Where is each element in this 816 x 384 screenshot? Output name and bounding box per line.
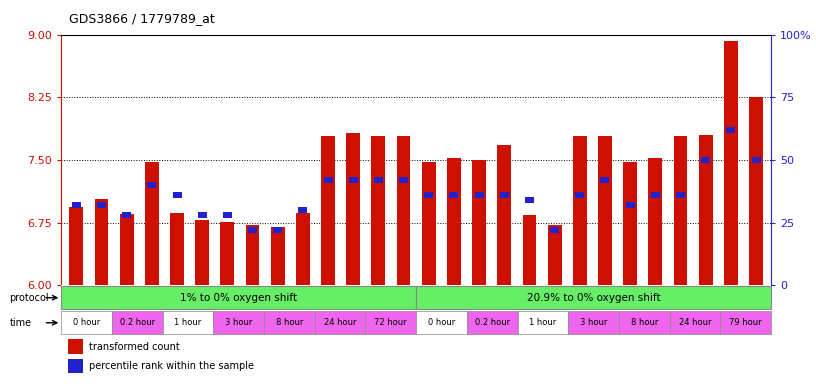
- Bar: [724, 41, 738, 285]
- Bar: [371, 136, 385, 285]
- Bar: [296, 212, 310, 285]
- Bar: [213, 311, 264, 334]
- Bar: [450, 192, 459, 198]
- Text: 0 hour: 0 hour: [428, 318, 455, 327]
- Bar: [701, 157, 710, 163]
- Bar: [97, 202, 106, 208]
- Bar: [525, 197, 534, 203]
- Bar: [61, 311, 112, 334]
- Text: 1% to 0% oxygen shift: 1% to 0% oxygen shift: [180, 293, 297, 303]
- Bar: [673, 136, 687, 285]
- Bar: [397, 136, 410, 285]
- Bar: [170, 212, 184, 285]
- Text: transformed count: transformed count: [89, 342, 180, 352]
- Text: percentile rank within the sample: percentile rank within the sample: [89, 361, 254, 371]
- Bar: [424, 192, 433, 198]
- Bar: [248, 227, 257, 233]
- Bar: [721, 311, 771, 334]
- Bar: [550, 227, 559, 233]
- Text: time: time: [9, 318, 32, 328]
- Bar: [726, 127, 735, 133]
- Text: 79 hour: 79 hour: [730, 318, 762, 327]
- Bar: [698, 135, 712, 285]
- Bar: [148, 182, 157, 188]
- Bar: [499, 192, 508, 198]
- Text: GDS3866 / 1779789_at: GDS3866 / 1779789_at: [69, 12, 215, 25]
- Bar: [346, 133, 360, 285]
- Bar: [472, 160, 486, 285]
- Bar: [220, 222, 234, 285]
- Bar: [467, 311, 517, 334]
- Bar: [374, 177, 383, 183]
- Bar: [112, 311, 162, 334]
- Bar: [120, 214, 134, 285]
- Bar: [324, 177, 333, 183]
- Bar: [273, 227, 282, 233]
- Bar: [676, 192, 685, 198]
- Bar: [568, 311, 619, 334]
- Bar: [399, 177, 408, 183]
- Bar: [315, 311, 366, 334]
- Text: 0.2 hour: 0.2 hour: [120, 318, 155, 327]
- Text: 20.9% to 0% oxygen shift: 20.9% to 0% oxygen shift: [527, 293, 660, 303]
- Bar: [223, 212, 232, 218]
- Bar: [95, 199, 109, 285]
- Bar: [69, 339, 83, 354]
- Bar: [416, 286, 771, 309]
- Bar: [348, 177, 357, 183]
- Bar: [651, 192, 660, 198]
- Bar: [497, 145, 511, 285]
- Bar: [72, 202, 81, 208]
- Bar: [172, 192, 181, 198]
- Bar: [598, 136, 612, 285]
- Bar: [416, 311, 467, 334]
- Bar: [548, 225, 561, 285]
- Bar: [69, 207, 83, 285]
- Bar: [195, 220, 209, 285]
- Bar: [626, 202, 635, 208]
- Bar: [322, 136, 335, 285]
- Bar: [366, 311, 416, 334]
- Bar: [61, 286, 416, 309]
- Bar: [264, 311, 315, 334]
- Bar: [299, 207, 308, 213]
- Bar: [619, 311, 670, 334]
- Text: 3 hour: 3 hour: [580, 318, 607, 327]
- Bar: [422, 162, 436, 285]
- Text: 8 hour: 8 hour: [631, 318, 658, 327]
- Bar: [122, 212, 131, 218]
- Text: 0.2 hour: 0.2 hour: [475, 318, 510, 327]
- Text: 1 hour: 1 hour: [530, 318, 557, 327]
- Text: protocol: protocol: [9, 293, 49, 303]
- Text: 24 hour: 24 hour: [679, 318, 712, 327]
- Bar: [475, 192, 484, 198]
- Bar: [197, 212, 206, 218]
- Text: 24 hour: 24 hour: [324, 318, 357, 327]
- Bar: [670, 311, 721, 334]
- Bar: [517, 311, 568, 334]
- Bar: [522, 215, 536, 285]
- Text: 72 hour: 72 hour: [375, 318, 407, 327]
- Text: 0 hour: 0 hour: [73, 318, 100, 327]
- Bar: [623, 162, 637, 285]
- Text: 3 hour: 3 hour: [225, 318, 252, 327]
- Bar: [246, 225, 259, 285]
- Bar: [447, 158, 461, 285]
- Bar: [649, 158, 663, 285]
- Bar: [145, 162, 159, 285]
- Text: 8 hour: 8 hour: [276, 318, 303, 327]
- Bar: [749, 97, 763, 285]
- Bar: [575, 192, 584, 198]
- Text: 1 hour: 1 hour: [175, 318, 202, 327]
- Bar: [271, 227, 285, 285]
- Bar: [752, 157, 761, 163]
- Bar: [601, 177, 610, 183]
- Bar: [162, 311, 213, 334]
- Bar: [69, 359, 83, 373]
- Bar: [573, 136, 587, 285]
